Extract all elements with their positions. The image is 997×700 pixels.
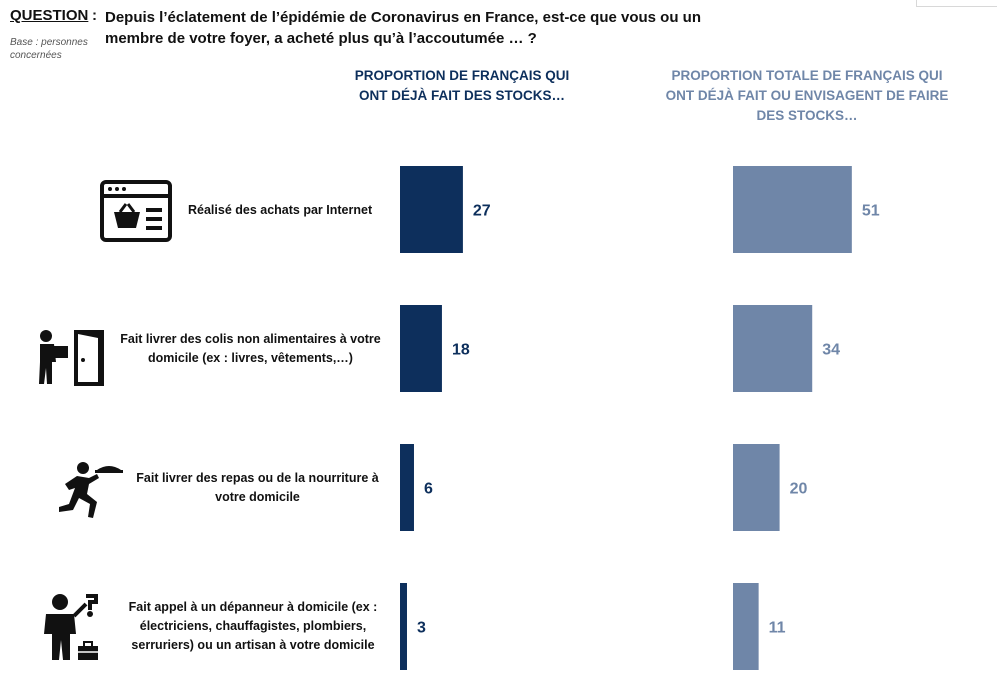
bar-series-2-row-1 <box>733 166 852 253</box>
online-basket-icon <box>100 180 172 247</box>
series-1-header: PROPORTION DE FRANÇAIS QUI ONT DÉJÀ FAIT… <box>354 68 570 103</box>
value-label-series-2-row-1: 51 <box>862 203 880 220</box>
series-2-header: PROPORTION TOTALE DE FRANÇAIS QUI ONT DÉ… <box>665 68 949 123</box>
bar-series-1-row-1 <box>400 166 463 253</box>
food-delivery-runner-icon <box>57 460 123 525</box>
value-label-series-1-row-2: 18 <box>452 342 470 359</box>
value-label-series-1-row-1: 27 <box>473 203 491 220</box>
parcel-delivery-icon <box>36 326 108 393</box>
value-label-series-2-row-4: 11 <box>769 620 786 637</box>
bar-series-2-row-4 <box>733 583 759 670</box>
bar-series-1-row-3 <box>400 444 414 531</box>
question-colon: : <box>92 7 97 24</box>
category-label-2: Fait livrer des colis non alimentaires à… <box>120 332 381 365</box>
bar-series-1-row-2 <box>400 305 442 392</box>
question-label: QUESTION <box>10 7 89 24</box>
bar-series-2-row-3 <box>733 444 780 531</box>
value-label-series-2-row-3: 20 <box>790 481 808 498</box>
value-label-series-2-row-2: 34 <box>822 342 840 359</box>
bar-series-1-row-4 <box>400 583 407 670</box>
value-label-series-1-row-3: 6 <box>424 481 433 498</box>
question-text: Depuis l’éclatement de l’épidémie de Cor… <box>105 9 701 47</box>
category-label-1: Réalisé des achats par Internet <box>188 203 373 217</box>
bar-series-2-row-2 <box>733 305 813 392</box>
base-note: Base : personnes concernées <box>10 37 88 61</box>
category-label-4: Fait appel à un dépanneur à domicile (ex… <box>128 600 378 652</box>
value-label-series-1-row-4: 3 <box>417 620 426 637</box>
category-label-3: Fait livrer des repas ou de la nourritur… <box>136 471 379 504</box>
window-corner <box>916 0 997 7</box>
repairman-icon <box>40 590 102 667</box>
